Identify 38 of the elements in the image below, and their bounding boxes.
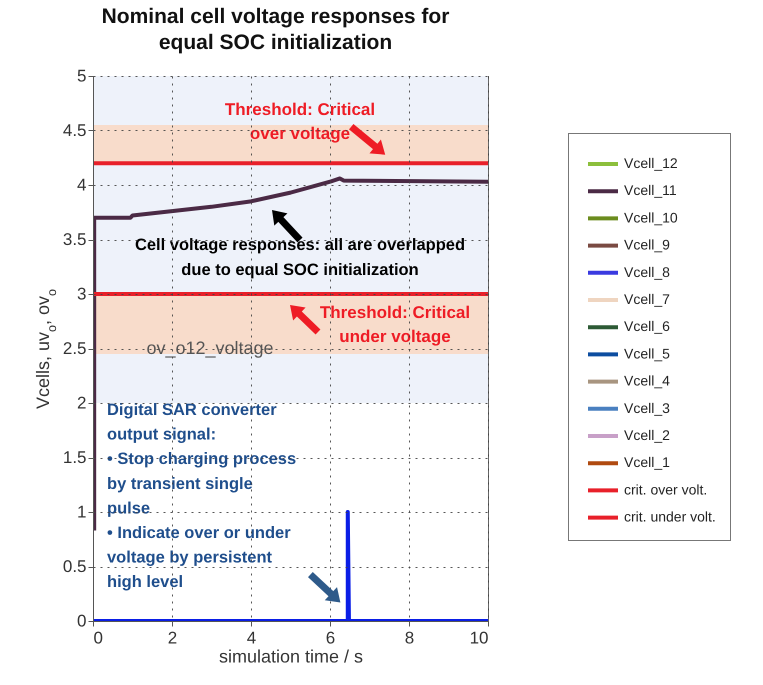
legend-label: crit. under volt. [624, 508, 716, 525]
y-tick-label: 0 [77, 612, 86, 630]
annotation: Threshold: Critical under voltage [320, 303, 470, 346]
legend-label: Vcell_3 [624, 400, 670, 416]
x-tick-label: 6 [326, 628, 336, 648]
annotation: Threshold: Critical over voltage [224, 100, 376, 143]
x-tick-label: 4 [246, 628, 256, 648]
y-tick-label: 1.5 [62, 448, 86, 467]
legend-label: Vcell_11 [624, 182, 677, 198]
y-tick-label: 2 [77, 394, 86, 412]
legend-label: Vcell_2 [624, 427, 670, 443]
y-tick-label: 1 [77, 502, 86, 522]
legend-label: Vcell_6 [624, 318, 670, 334]
x-tick-label: 2 [168, 628, 178, 648]
y-tick-label: 0.5 [62, 557, 86, 576]
x-tick-label: 0 [94, 628, 103, 648]
legend-label: Vcell_9 [624, 236, 670, 253]
annotation: ov_o12_voltage [146, 338, 274, 358]
annotation: Cell voltage responses: all are overlapped due to equal SOC initialization [134, 236, 466, 279]
legend-label: Vcell_7 [624, 291, 670, 307]
legend-label: Vcell_5 [624, 345, 670, 362]
x-tick-label: 8 [404, 628, 414, 648]
legend-label: Vcell_12 [624, 155, 678, 171]
y-tick-label: 4 [77, 176, 86, 194]
legend-label: Vcell_4 [624, 372, 670, 389]
y-tick-label: 3.5 [62, 230, 86, 249]
y-tick-label: 5 [77, 66, 86, 86]
annotation: Digital SAR converter output signal: • Stop charging process by transient single pulse • Indicate over or under voltage by persistent high level [107, 401, 296, 592]
chart-title: Nominal cell voltage responses for equal SOC initialization [102, 5, 450, 54]
legend-label: Vcell_8 [624, 264, 670, 280]
legend-label: crit. over volt. [624, 481, 708, 498]
y-tick-label: 4.5 [62, 121, 86, 140]
x-axis-title: simulation time / s [218, 646, 364, 666]
x-tick-label: 10 [470, 628, 488, 648]
y-tick-label: 3 [77, 284, 86, 304]
legend-label: Vcell_10 [624, 209, 678, 226]
y-tick-label: 2.5 [62, 339, 86, 358]
legend-label: Vcell_1 [624, 454, 670, 470]
